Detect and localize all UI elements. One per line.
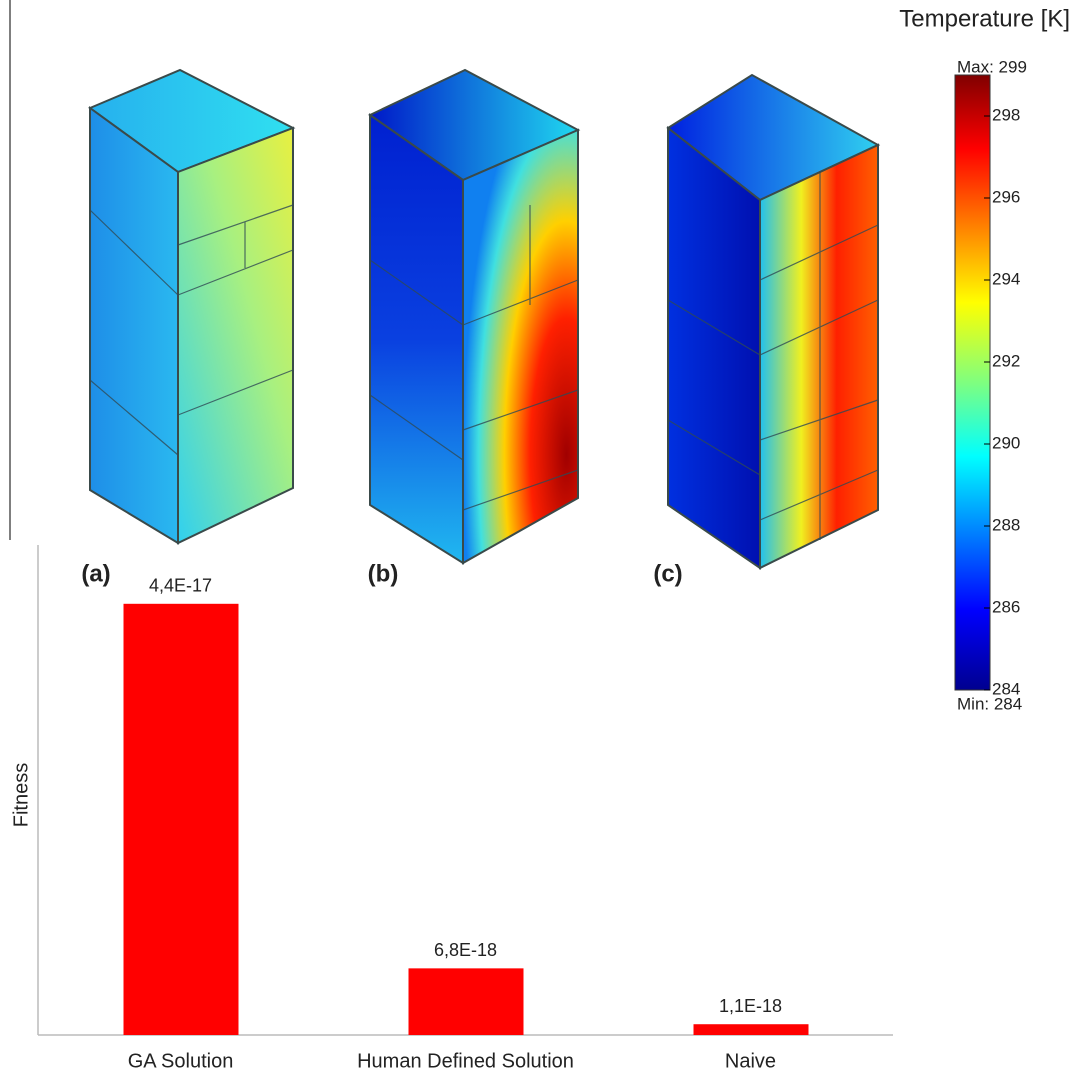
x-tick-label: Human Defined Solution (357, 1050, 574, 1072)
panel-label: (b) (368, 560, 399, 587)
box-c (668, 75, 878, 568)
tick-label: 298 (992, 105, 1020, 124)
y-axis-label: Fitness (10, 763, 32, 827)
bar (409, 968, 524, 1035)
colorbar-title: Temperature [K] (899, 5, 1070, 32)
colorbar (955, 75, 990, 690)
panel-label: (a) (81, 560, 110, 587)
bar (124, 604, 239, 1035)
tick-label: 288 (992, 515, 1020, 534)
box-a (90, 70, 293, 543)
panel-label: (c) (653, 560, 682, 587)
tick-label: 290 (992, 433, 1020, 452)
min-label: Min: 284 (957, 694, 1022, 713)
bar (694, 1024, 809, 1035)
tick-label: 292 (992, 351, 1020, 370)
value-label: 1,1E-18 (719, 996, 782, 1016)
value-label: 4,4E-17 (149, 576, 212, 596)
max-label: Max: 299 (957, 57, 1027, 76)
figure: (a) (b) (c) Temperature [K]2842862882902… (0, 0, 1076, 1076)
value-label: 6,8E-18 (434, 940, 497, 960)
tick-label: 294 (992, 269, 1020, 288)
tick-label: 286 (992, 597, 1020, 616)
box-b (370, 70, 578, 563)
tick-label: 296 (992, 187, 1020, 206)
x-tick-label: Naive (725, 1050, 776, 1072)
x-tick-label: GA Solution (128, 1050, 234, 1072)
